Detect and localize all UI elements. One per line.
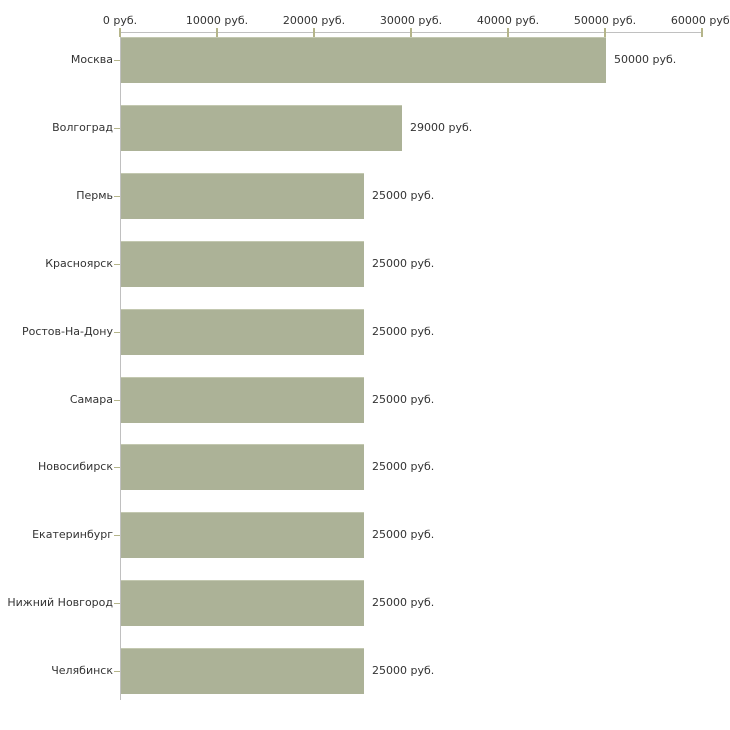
x-axis-tick-label: 50000 руб. — [573, 14, 637, 27]
bar — [121, 173, 364, 219]
x-axis-tick-label: 40000 руб. — [476, 14, 540, 27]
value-label: 25000 руб. — [372, 664, 435, 677]
bar — [121, 105, 402, 151]
x-axis-tick — [410, 28, 412, 37]
bar — [121, 241, 364, 287]
value-label: 25000 руб. — [372, 596, 435, 609]
category-tick — [114, 196, 120, 197]
value-label: 25000 руб. — [372, 528, 435, 541]
bar — [121, 309, 364, 355]
value-label: 25000 руб. — [372, 460, 435, 473]
x-axis-tick-label: 60000 руб. — [670, 14, 730, 27]
category-label: Новосибирск — [37, 460, 113, 473]
value-label: 50000 руб. — [614, 53, 677, 66]
category-label: Волгоград — [52, 121, 113, 134]
category-label: Москва — [70, 53, 113, 66]
x-axis-tick — [701, 28, 703, 37]
x-axis-tick — [604, 28, 606, 37]
value-label: 25000 руб. — [372, 257, 435, 270]
bar — [121, 37, 606, 83]
value-label: 25000 руб. — [372, 189, 435, 202]
category-tick — [114, 128, 120, 129]
category-label: Ростов-На-Дону — [21, 325, 113, 338]
category-label: Красноярск — [45, 257, 113, 270]
category-tick — [114, 467, 120, 468]
bar — [121, 377, 364, 423]
x-axis-tick — [507, 28, 509, 37]
category-label: Пермь — [76, 189, 113, 202]
category-tick — [114, 671, 120, 672]
y-axis-line — [120, 32, 121, 700]
x-axis-tick-label: 30000 руб. — [379, 14, 443, 27]
category-label: Челябинск — [51, 664, 113, 677]
category-tick — [114, 60, 120, 61]
bar — [121, 444, 364, 490]
category-tick — [114, 535, 120, 536]
x-axis-tick-label: 0 руб. — [102, 14, 138, 27]
x-axis-tick-label: 10000 руб. — [185, 14, 249, 27]
category-label: Екатеринбург — [32, 528, 113, 541]
x-axis-tick — [313, 28, 315, 37]
bar — [121, 580, 364, 626]
value-label: 25000 руб. — [372, 325, 435, 338]
x-axis-tick — [119, 28, 121, 37]
category-tick — [114, 400, 120, 401]
category-tick — [114, 603, 120, 604]
x-axis-tick — [216, 28, 218, 37]
category-label: Нижний Новгород — [7, 596, 113, 609]
bar — [121, 648, 364, 694]
category-tick — [114, 332, 120, 333]
bar — [121, 512, 364, 558]
category-tick — [114, 264, 120, 265]
category-label: Самара — [69, 393, 113, 406]
value-label: 25000 руб. — [372, 393, 435, 406]
value-label: 29000 руб. — [410, 121, 473, 134]
x-axis-tick-label: 20000 руб. — [282, 14, 346, 27]
